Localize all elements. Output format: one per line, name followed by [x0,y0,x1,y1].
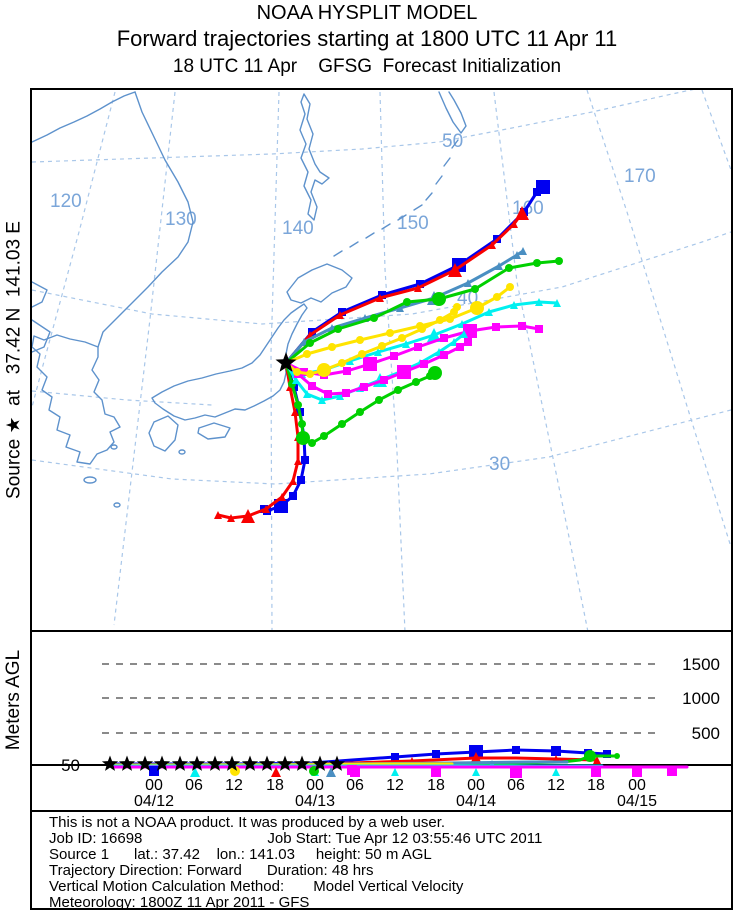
svg-text:1500: 1500 [682,655,720,674]
svg-text:04/12: 04/12 [134,793,174,810]
svg-text:140: 140 [282,218,314,239]
forecast-init-label: 18 UTC 11 Apr GFSG Forecast Initializati… [172,56,562,77]
page-title: NOAA HYSPLIT MODEL [256,2,478,24]
map-y-axis-label: Source ★ at 37.42 N 141.03 E [3,221,25,499]
height-y-axis-label: Meters AGL [3,649,24,751]
svg-text:170: 170 [624,166,656,187]
svg-text:50: 50 [442,131,463,152]
svg-text:12: 12 [386,777,404,794]
svg-text:06: 06 [346,777,364,794]
svg-text:12: 12 [225,777,243,794]
footer-disclaimer: This is not a NOAA product. It was produ… [49,814,446,831]
svg-text:00: 00 [628,777,646,794]
svg-text:120: 120 [50,191,82,212]
footer-vertical-motion-info: Vertical Motion Calculation Method: Mode… [49,877,464,895]
svg-text:04/15: 04/15 [617,793,657,810]
footer-source-info: Source 1 lat.: 37.42 lon.: 141.03 height… [49,845,432,863]
svg-text:06: 06 [185,777,203,794]
svg-text:1000: 1000 [682,689,720,708]
svg-text:00: 00 [145,777,163,794]
svg-text:12: 12 [547,777,565,794]
footer-direction-info: Trajectory Direction: Forward Duration: … [49,861,374,879]
svg-text:50: 50 [61,756,80,775]
svg-text:500: 500 [692,724,720,743]
svg-text:06: 06 [507,777,525,794]
svg-text:04/14: 04/14 [456,793,496,810]
svg-text:04/13: 04/13 [295,793,335,810]
svg-text:18: 18 [427,777,445,794]
trajectory-map-svg: 120130140150160170504030 [32,90,731,630]
svg-text:00: 00 [467,777,485,794]
height-profile-panel: 1500 1000 500 50 00 06 12 18 00 06 12 18 00 06 12 18 00 0… [30,630,733,812]
svg-text:30: 30 [489,454,510,475]
footer-job-info: Job ID: 16698 Job Start: Tue Apr 12 03:5… [49,829,543,847]
svg-text:00: 00 [306,777,324,794]
svg-text:130: 130 [165,209,197,230]
svg-text:150: 150 [397,213,429,234]
page-subtitle: Forward trajectories starting at 1800 UT… [116,26,618,51]
footer-meteorology-info: Meteorology: 1800Z 11 Apr 2011 - GFS [49,893,310,911]
svg-text:18: 18 [266,777,284,794]
trajectory-map-panel: 120130140150160170504030 [30,88,733,632]
svg-text:18: 18 [587,777,605,794]
footer-info-box: This is not a NOAA product. It was produ… [30,810,733,910]
